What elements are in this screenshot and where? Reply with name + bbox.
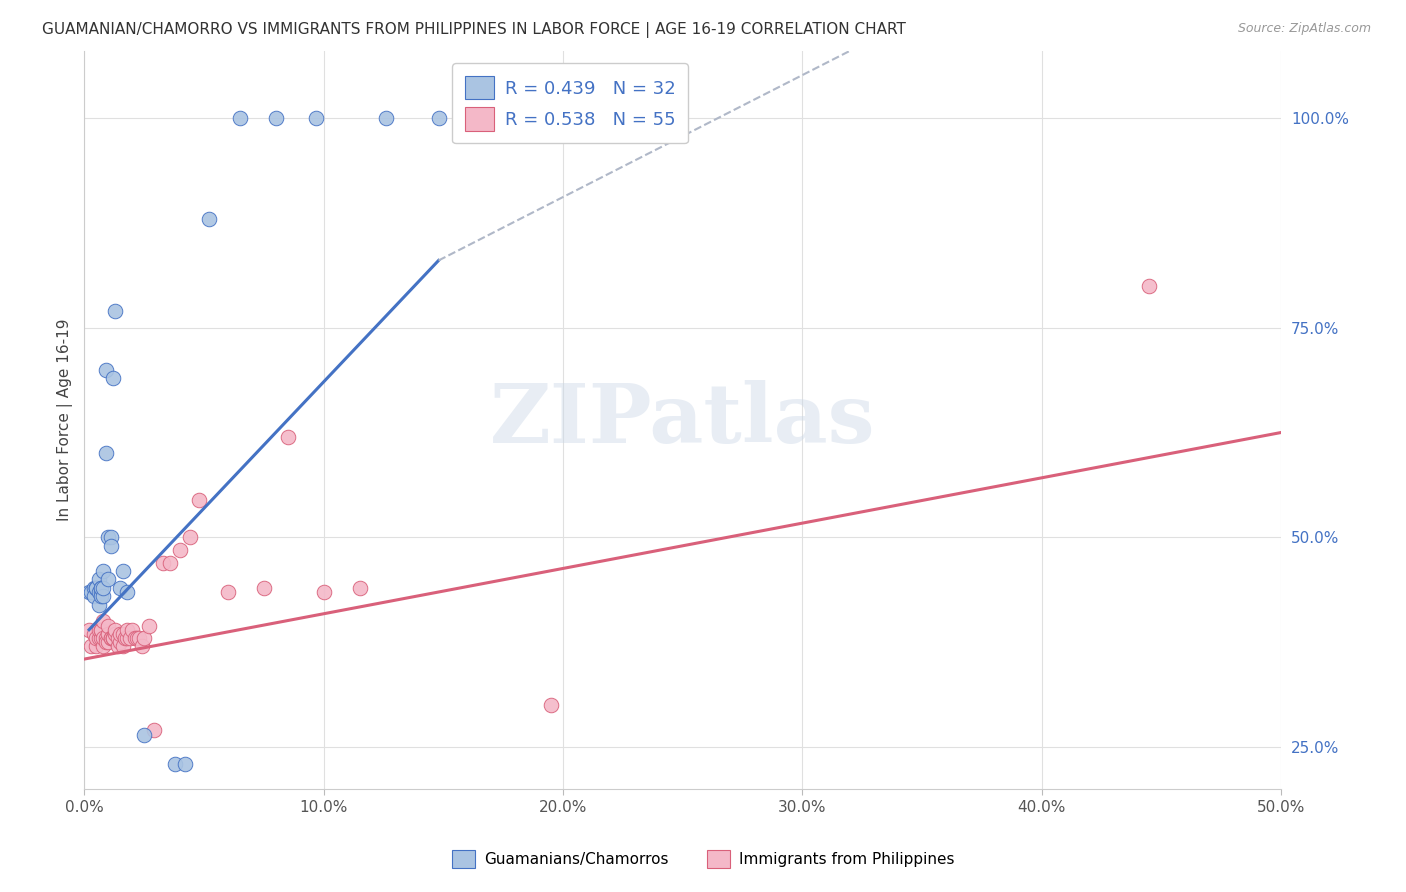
Point [349,581,371,595]
Point [94,446,117,460]
Point [101,631,124,645]
Point [97,635,120,649]
Point [108,635,131,649]
Point [100,631,122,645]
Point [117,623,139,637]
Point [111,627,134,641]
Point [152,556,174,570]
Point [100,530,122,544]
Point [374,111,396,125]
Point [97,618,120,632]
Point [97,627,120,641]
Point [97,572,120,586]
Point [100,539,122,553]
Point [427,111,450,125]
Point [93,564,115,578]
Point [94,362,117,376]
Point [90,581,112,595]
Point [124,631,146,645]
Point [93,615,115,629]
Point [104,623,127,637]
Point [90,623,112,637]
Point [107,640,129,654]
Point [117,585,139,599]
Point [83,581,105,595]
Point [165,756,187,771]
Point [87,623,110,637]
Point [87,572,110,586]
Point [134,728,156,742]
Point [305,111,328,125]
Y-axis label: In Labor Force | Age 16-19: In Labor Force | Age 16-19 [58,318,73,521]
Text: Source: ZipAtlas.com: Source: ZipAtlas.com [1237,22,1371,36]
Point [229,111,252,125]
Point [179,530,201,544]
Point [84,581,107,595]
Point [111,640,134,654]
Point [77,623,100,637]
Point [118,631,141,645]
Point [84,631,107,645]
Point [107,631,129,645]
Point [173,756,195,771]
Point [80,585,103,599]
Point [93,589,115,603]
Point [84,581,107,595]
Point [97,530,120,544]
Point [128,631,150,645]
Point [134,631,156,645]
Point [138,618,160,632]
Point [83,589,105,603]
Point [253,581,276,595]
Point [114,631,136,645]
Point [90,589,112,603]
Point [125,631,148,645]
Point [1139,278,1161,293]
Point [90,585,112,599]
Point [188,492,211,507]
Point [131,640,153,654]
Point [104,627,127,641]
Text: GUAMANIAN/CHAMORRO VS IMMIGRANTS FROM PHILIPPINES IN LABOR FORCE | AGE 16-19 COR: GUAMANIAN/CHAMORRO VS IMMIGRANTS FROM PH… [42,22,905,38]
Point [108,627,131,641]
Point [104,303,127,318]
Point [101,631,124,645]
Point [169,543,191,558]
Point [90,581,112,595]
Point [121,623,143,637]
Legend: Guamanians/Chamorros, Immigrants from Philippines: Guamanians/Chamorros, Immigrants from Ph… [446,844,960,873]
Point [111,564,134,578]
Point [90,623,112,637]
Point [142,723,165,738]
Point [117,631,139,645]
Point [108,581,131,595]
Point [101,631,124,645]
Point [90,631,112,645]
Point [94,635,117,649]
Point [87,585,110,599]
Legend: R = 0.439   N = 32, R = 0.538   N = 55: R = 0.439 N = 32, R = 0.538 N = 55 [453,63,688,144]
Point [94,631,117,645]
Point [93,581,115,595]
Text: ZIPatlas: ZIPatlas [489,380,876,460]
Point [83,627,105,641]
Point [101,371,124,385]
Point [312,585,335,599]
Point [87,598,110,612]
Point [93,640,115,654]
Point [277,430,299,444]
Point [197,211,219,226]
Point [217,585,239,599]
Point [80,640,103,654]
Point [159,556,181,570]
Point [264,111,287,125]
Point [77,585,100,599]
Point [84,640,107,654]
Point [100,631,122,645]
Point [93,631,115,645]
Point [84,581,107,595]
Point [540,698,562,713]
Point [87,631,110,645]
